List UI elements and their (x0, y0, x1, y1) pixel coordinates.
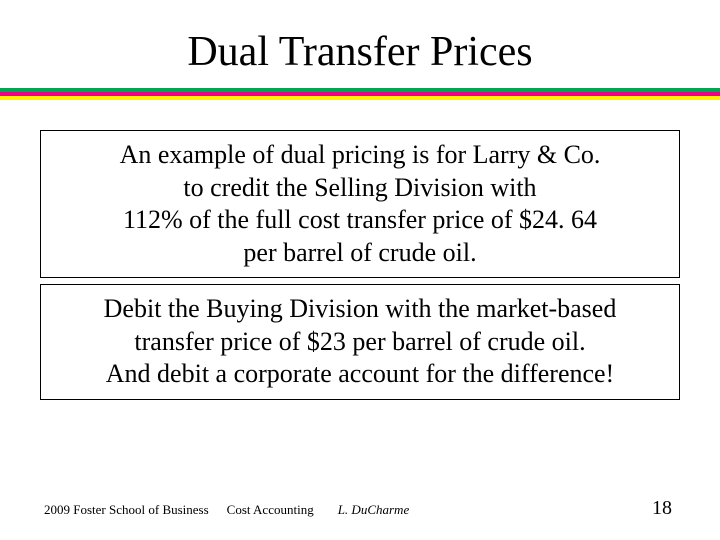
text-box-1: An example of dual pricing is for Larry … (40, 130, 680, 278)
text-line: Debit the Buying Division with the marke… (51, 293, 669, 326)
text-box-2: Debit the Buying Division with the marke… (40, 284, 680, 400)
text-line: An example of dual pricing is for Larry … (51, 139, 669, 172)
text-line: 112% of the full cost transfer price of … (51, 204, 669, 237)
footer: 2009 Foster School of Business Cost Acco… (0, 497, 720, 520)
page-number: 18 (652, 497, 676, 520)
slide-title: Dual Transfer Prices (0, 0, 720, 88)
footer-author: L. DuCharme (338, 502, 410, 518)
footer-course: Cost Accounting (227, 502, 314, 518)
footer-year-source: 2009 Foster School of Business (44, 502, 209, 518)
text-line: transfer price of $23 per barrel of crud… (51, 326, 669, 359)
text-line: And debit a corporate account for the di… (51, 358, 669, 391)
text-line: per barrel of crude oil. (51, 237, 669, 270)
slide: Dual Transfer Prices An example of dual … (0, 0, 720, 540)
content-area: An example of dual pricing is for Larry … (0, 100, 720, 400)
text-line: to credit the Selling Division with (51, 172, 669, 205)
decorative-stripe (0, 88, 720, 100)
